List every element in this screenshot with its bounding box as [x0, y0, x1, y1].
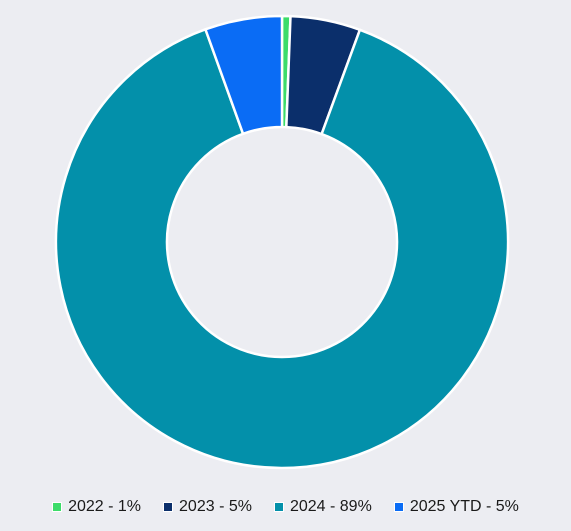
donut-slice-2024[interactable] [54, 28, 510, 470]
legend-swatch-2022 [52, 502, 63, 512]
legend-label-2025-ytd: 2025 YTD - 5% [409, 498, 519, 515]
legend-item-2023[interactable]: 2023 - 5% [163, 498, 252, 516]
legend-label-2023: 2023 - 5% [179, 498, 252, 515]
donut-chart-plot [54, 14, 510, 470]
donut-slice-2025-ytd[interactable] [204, 14, 284, 136]
chart-legend: 2022 - 1% 2023 - 5% 2024 - 89% 2025 YTD … [0, 494, 571, 520]
legend-item-2025-ytd[interactable]: 2025 YTD - 5% [393, 498, 519, 516]
legend-item-2024[interactable]: 2024 - 89% [273, 498, 372, 516]
legend-swatch-2023 [163, 502, 174, 512]
legend-label-2024: 2024 - 89% [289, 498, 372, 515]
legend-swatch-2024 [273, 502, 284, 512]
legend-label-2022: 2022 - 1% [68, 498, 142, 515]
legend-swatch-2025-ytd [393, 502, 404, 512]
legend-item-2022[interactable]: 2022 - 1% [52, 498, 141, 516]
